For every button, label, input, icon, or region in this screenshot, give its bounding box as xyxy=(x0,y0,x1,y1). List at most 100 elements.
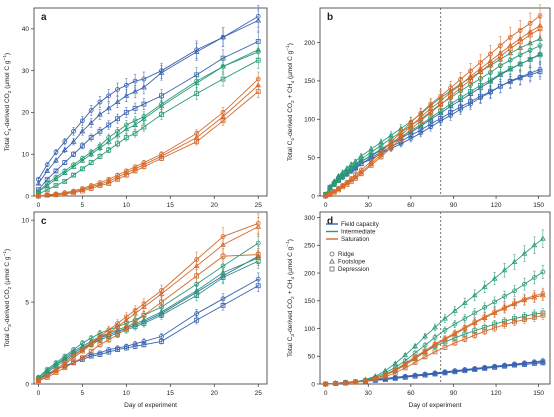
data-point xyxy=(336,178,341,184)
data-point xyxy=(392,376,398,381)
data-point xyxy=(141,312,147,318)
data-point xyxy=(412,343,419,349)
data-point xyxy=(132,130,138,136)
x-tick-label: 150 xyxy=(533,202,544,209)
x-tick-label: 25 xyxy=(255,390,263,397)
plot-frame xyxy=(319,7,551,197)
y-axis-label-part: Total C xyxy=(4,327,11,348)
data-point xyxy=(492,364,498,370)
y-axis-label-part: ) xyxy=(287,43,294,45)
data-point xyxy=(336,187,341,193)
data-point xyxy=(88,135,94,140)
data-point xyxy=(482,366,488,371)
data-point xyxy=(537,69,543,75)
x-tick-label: 5 xyxy=(81,202,85,209)
data-point xyxy=(507,79,513,85)
y-axis-label-part: 2 xyxy=(7,90,13,93)
panel-letter: a xyxy=(41,12,47,23)
data-point xyxy=(123,92,130,98)
data-point xyxy=(115,332,120,338)
data-point xyxy=(61,146,68,153)
data-point xyxy=(392,360,399,366)
data-point xyxy=(531,275,537,280)
data-point xyxy=(159,112,164,117)
data-point xyxy=(537,26,543,32)
data-point xyxy=(88,151,95,157)
data-point xyxy=(412,359,418,365)
y-axis-label-part: Total C xyxy=(287,140,294,161)
data-point xyxy=(531,315,537,320)
x-tick-label: 15 xyxy=(167,202,175,209)
y-tick-label: 150 xyxy=(304,298,315,305)
data-point xyxy=(353,379,358,385)
y-axis-label-part: (µmol C g xyxy=(287,246,294,276)
data-point xyxy=(502,293,507,299)
data-point xyxy=(451,330,458,337)
data-point xyxy=(448,93,454,99)
data-point xyxy=(517,75,523,81)
data-point xyxy=(358,171,364,177)
data-point xyxy=(442,370,448,376)
legend-entry: Field capacity xyxy=(341,221,380,228)
data-point xyxy=(422,354,428,360)
x-axis-label: Day of experiment xyxy=(409,402,462,409)
y-axis-label-part: + CH xyxy=(287,279,294,296)
data-point xyxy=(537,35,543,41)
data-point xyxy=(141,320,147,326)
data-point xyxy=(501,305,508,311)
data-point xyxy=(79,348,86,354)
data-point xyxy=(53,149,59,155)
data-point xyxy=(502,363,507,369)
panel-d: d 0 30 60 90 120 150 0 50 100 150 200 250 300 Day of e… xyxy=(285,211,551,409)
plot-frame xyxy=(33,211,268,385)
data-point xyxy=(79,188,85,194)
panel-letter: b xyxy=(327,12,333,23)
data-point xyxy=(344,171,350,177)
data-point xyxy=(461,299,468,305)
data-point xyxy=(88,186,94,191)
data-point xyxy=(418,118,424,124)
series-field_capacity-square xyxy=(35,31,261,193)
data-point xyxy=(44,182,51,188)
data-point xyxy=(132,88,138,94)
data-point xyxy=(220,34,226,40)
data-point xyxy=(331,182,337,187)
y-axis-label-part: 4 xyxy=(290,138,296,141)
data-point xyxy=(35,193,41,199)
y-axis-label: Total C3-derived CO2 (µmol C g−1) xyxy=(2,249,13,347)
data-point xyxy=(511,258,518,264)
data-point xyxy=(71,151,76,157)
data-point xyxy=(79,118,85,124)
data-point xyxy=(115,347,120,353)
data-point xyxy=(432,334,438,340)
data-point xyxy=(71,172,76,178)
data-point xyxy=(521,297,528,303)
x-tick-label: 20 xyxy=(211,202,219,209)
data-point xyxy=(458,104,463,110)
data-point xyxy=(35,180,42,186)
data-point xyxy=(358,159,364,164)
data-point xyxy=(71,128,76,134)
y-axis-label-part: 4 xyxy=(7,128,13,131)
y-tick-label: 250 xyxy=(304,243,315,250)
data-point xyxy=(353,175,358,181)
data-point xyxy=(158,290,165,296)
data-point xyxy=(335,172,342,179)
series-field_capacity-square xyxy=(35,279,261,382)
data-point xyxy=(472,367,478,372)
data-point xyxy=(53,168,59,174)
data-point xyxy=(344,165,350,171)
y-axis-label-part: 2 xyxy=(290,100,296,103)
data-point xyxy=(540,360,546,366)
data-point xyxy=(97,99,103,105)
legend-entry: Saturation xyxy=(341,236,370,243)
data-point xyxy=(53,370,59,375)
series-line xyxy=(325,293,544,385)
data-point xyxy=(97,183,103,188)
data-point xyxy=(468,77,473,83)
x-tick-label: 30 xyxy=(365,202,373,209)
y-axis-label-part: 4 xyxy=(290,277,296,280)
data-point xyxy=(368,146,374,152)
y-axis-label-part: ) xyxy=(4,53,11,55)
